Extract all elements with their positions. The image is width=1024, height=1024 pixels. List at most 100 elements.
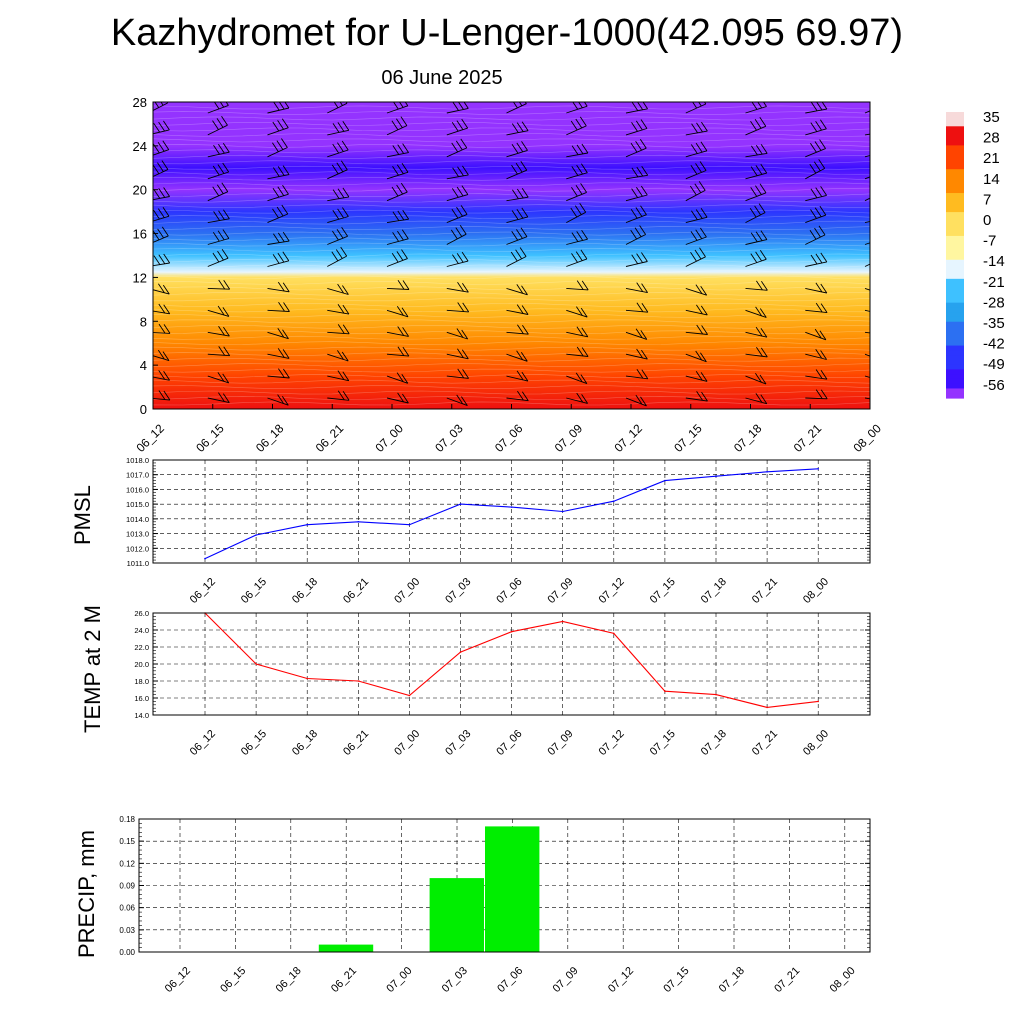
- wind-barb: [446, 282, 469, 293]
- wind-barb: [386, 372, 409, 384]
- y-tick-label: 18.0: [134, 677, 149, 686]
- contour-line: [153, 149, 870, 154]
- y-tick-label: 0: [140, 402, 147, 417]
- contour-line: [153, 291, 870, 296]
- wind-barb: [267, 301, 290, 312]
- wind-barb: [446, 328, 469, 340]
- wind-barb: [506, 304, 529, 315]
- contour-line: [153, 182, 870, 187]
- x-tick-label: 08_00: [850, 421, 884, 455]
- wind-barb: [566, 392, 588, 404]
- pmsl-point: [357, 521, 360, 523]
- contour-line: [153, 374, 870, 379]
- x-tick-label: 07_18: [699, 728, 729, 758]
- x-tick-label: 06_15: [239, 576, 269, 606]
- x-tick-label: 07_03: [443, 576, 473, 606]
- x-tick-label: 06_12: [163, 965, 193, 995]
- wind-barb: [566, 249, 588, 267]
- y-tick-label: 1018.0: [126, 456, 149, 465]
- wind-barb: [506, 207, 529, 224]
- contour-line: [153, 368, 870, 373]
- temp-2m-point: [613, 632, 615, 635]
- wind-barb: [386, 326, 409, 337]
- colorbar-swatch: [946, 164, 964, 170]
- colorbar-swatch: [946, 231, 964, 237]
- colorbar-swatch: [946, 221, 964, 227]
- wind-barb: [207, 279, 231, 290]
- temp-2m-point: [459, 651, 462, 653]
- wind-barb: [566, 143, 589, 158]
- contour-line: [153, 154, 870, 159]
- wind-barb: [685, 284, 708, 296]
- colorbar-swatch: [946, 283, 964, 289]
- wind-barb: [327, 140, 349, 158]
- contour-line: [153, 165, 870, 170]
- contour-line: [153, 401, 870, 406]
- colorbar: 35 28 21 14 7 0 -7 -14 -21 -28 -35 -42 -49 -56: [946, 109, 1005, 399]
- contour-line: [153, 215, 870, 220]
- wind-barb: [386, 392, 409, 404]
- x-tick-label: 06_21: [329, 965, 359, 995]
- temp-2m-point: [561, 620, 564, 623]
- wind-barb: [805, 205, 827, 224]
- wind-barb: [805, 302, 828, 314]
- x-tick-label: 07_03: [432, 421, 466, 455]
- wind-barb: [745, 163, 768, 180]
- wind-barb: [685, 247, 706, 267]
- y-tick-label: 0.18: [119, 815, 135, 824]
- wind-barb: [745, 347, 768, 358]
- contour-line: [153, 220, 870, 225]
- contour-line: [153, 385, 870, 389]
- contour-line: [153, 105, 870, 110]
- x-tick-label: 06_18: [253, 421, 287, 455]
- contour-line: [153, 270, 870, 274]
- wind-barb: [566, 203, 587, 223]
- plot-frame: [152, 612, 871, 716]
- x-tick-label: 07_21: [750, 728, 780, 758]
- chart-subtitle: 06 June 2025: [381, 67, 503, 89]
- wind-barb: [506, 390, 529, 402]
- wind-barb: [327, 207, 349, 224]
- pmsl-point: [561, 510, 564, 513]
- x-tick-label: 07_15: [661, 965, 691, 995]
- x-tick-label: 06_15: [239, 728, 269, 758]
- wind-barb: [864, 186, 870, 202]
- wind-barb: [267, 281, 290, 293]
- x-tick-label: 06_18: [290, 576, 320, 606]
- pmsl-point: [817, 468, 819, 470]
- wind-barb: [267, 204, 289, 224]
- x-tick-label: 07_00: [392, 728, 422, 758]
- temp-2m-point: [306, 677, 309, 680]
- wind-barb: [805, 328, 827, 341]
- pmsl-point: [766, 471, 768, 473]
- x-tick-label: 07_09: [552, 421, 586, 455]
- wind-barb: [207, 346, 231, 357]
- pmsl-point: [510, 506, 513, 508]
- temp-2m-point: [766, 706, 768, 709]
- x-tick-label: 07_21: [750, 576, 780, 606]
- wind-barb: [625, 282, 648, 294]
- colorbar-label: 21: [983, 150, 1000, 167]
- contour-line: [153, 313, 870, 318]
- x-tick-label: 07_12: [597, 576, 627, 606]
- colorbar-swatch: [946, 269, 964, 275]
- temperature-field: [153, 102, 870, 409]
- wind-barb: [864, 252, 870, 267]
- colorbar-swatch: [946, 374, 964, 380]
- colorbar-swatch: [946, 140, 964, 146]
- colorbar-swatch: [946, 278, 964, 285]
- wind-barb: [625, 138, 647, 158]
- wind-barb: [446, 118, 469, 136]
- wind-barb: [386, 249, 408, 267]
- x-tick-label: 07_09: [546, 728, 576, 758]
- wind-barb: [153, 160, 169, 177]
- wind-barb: [506, 370, 529, 382]
- colorbar-swatch: [946, 336, 964, 342]
- x-tick-label: 07_06: [494, 728, 524, 758]
- wind-barb: [207, 248, 229, 267]
- wind-barb: [506, 160, 528, 180]
- wind-barb: [864, 331, 870, 334]
- wind-barb: [685, 161, 707, 180]
- temp-2m-point: [664, 690, 666, 692]
